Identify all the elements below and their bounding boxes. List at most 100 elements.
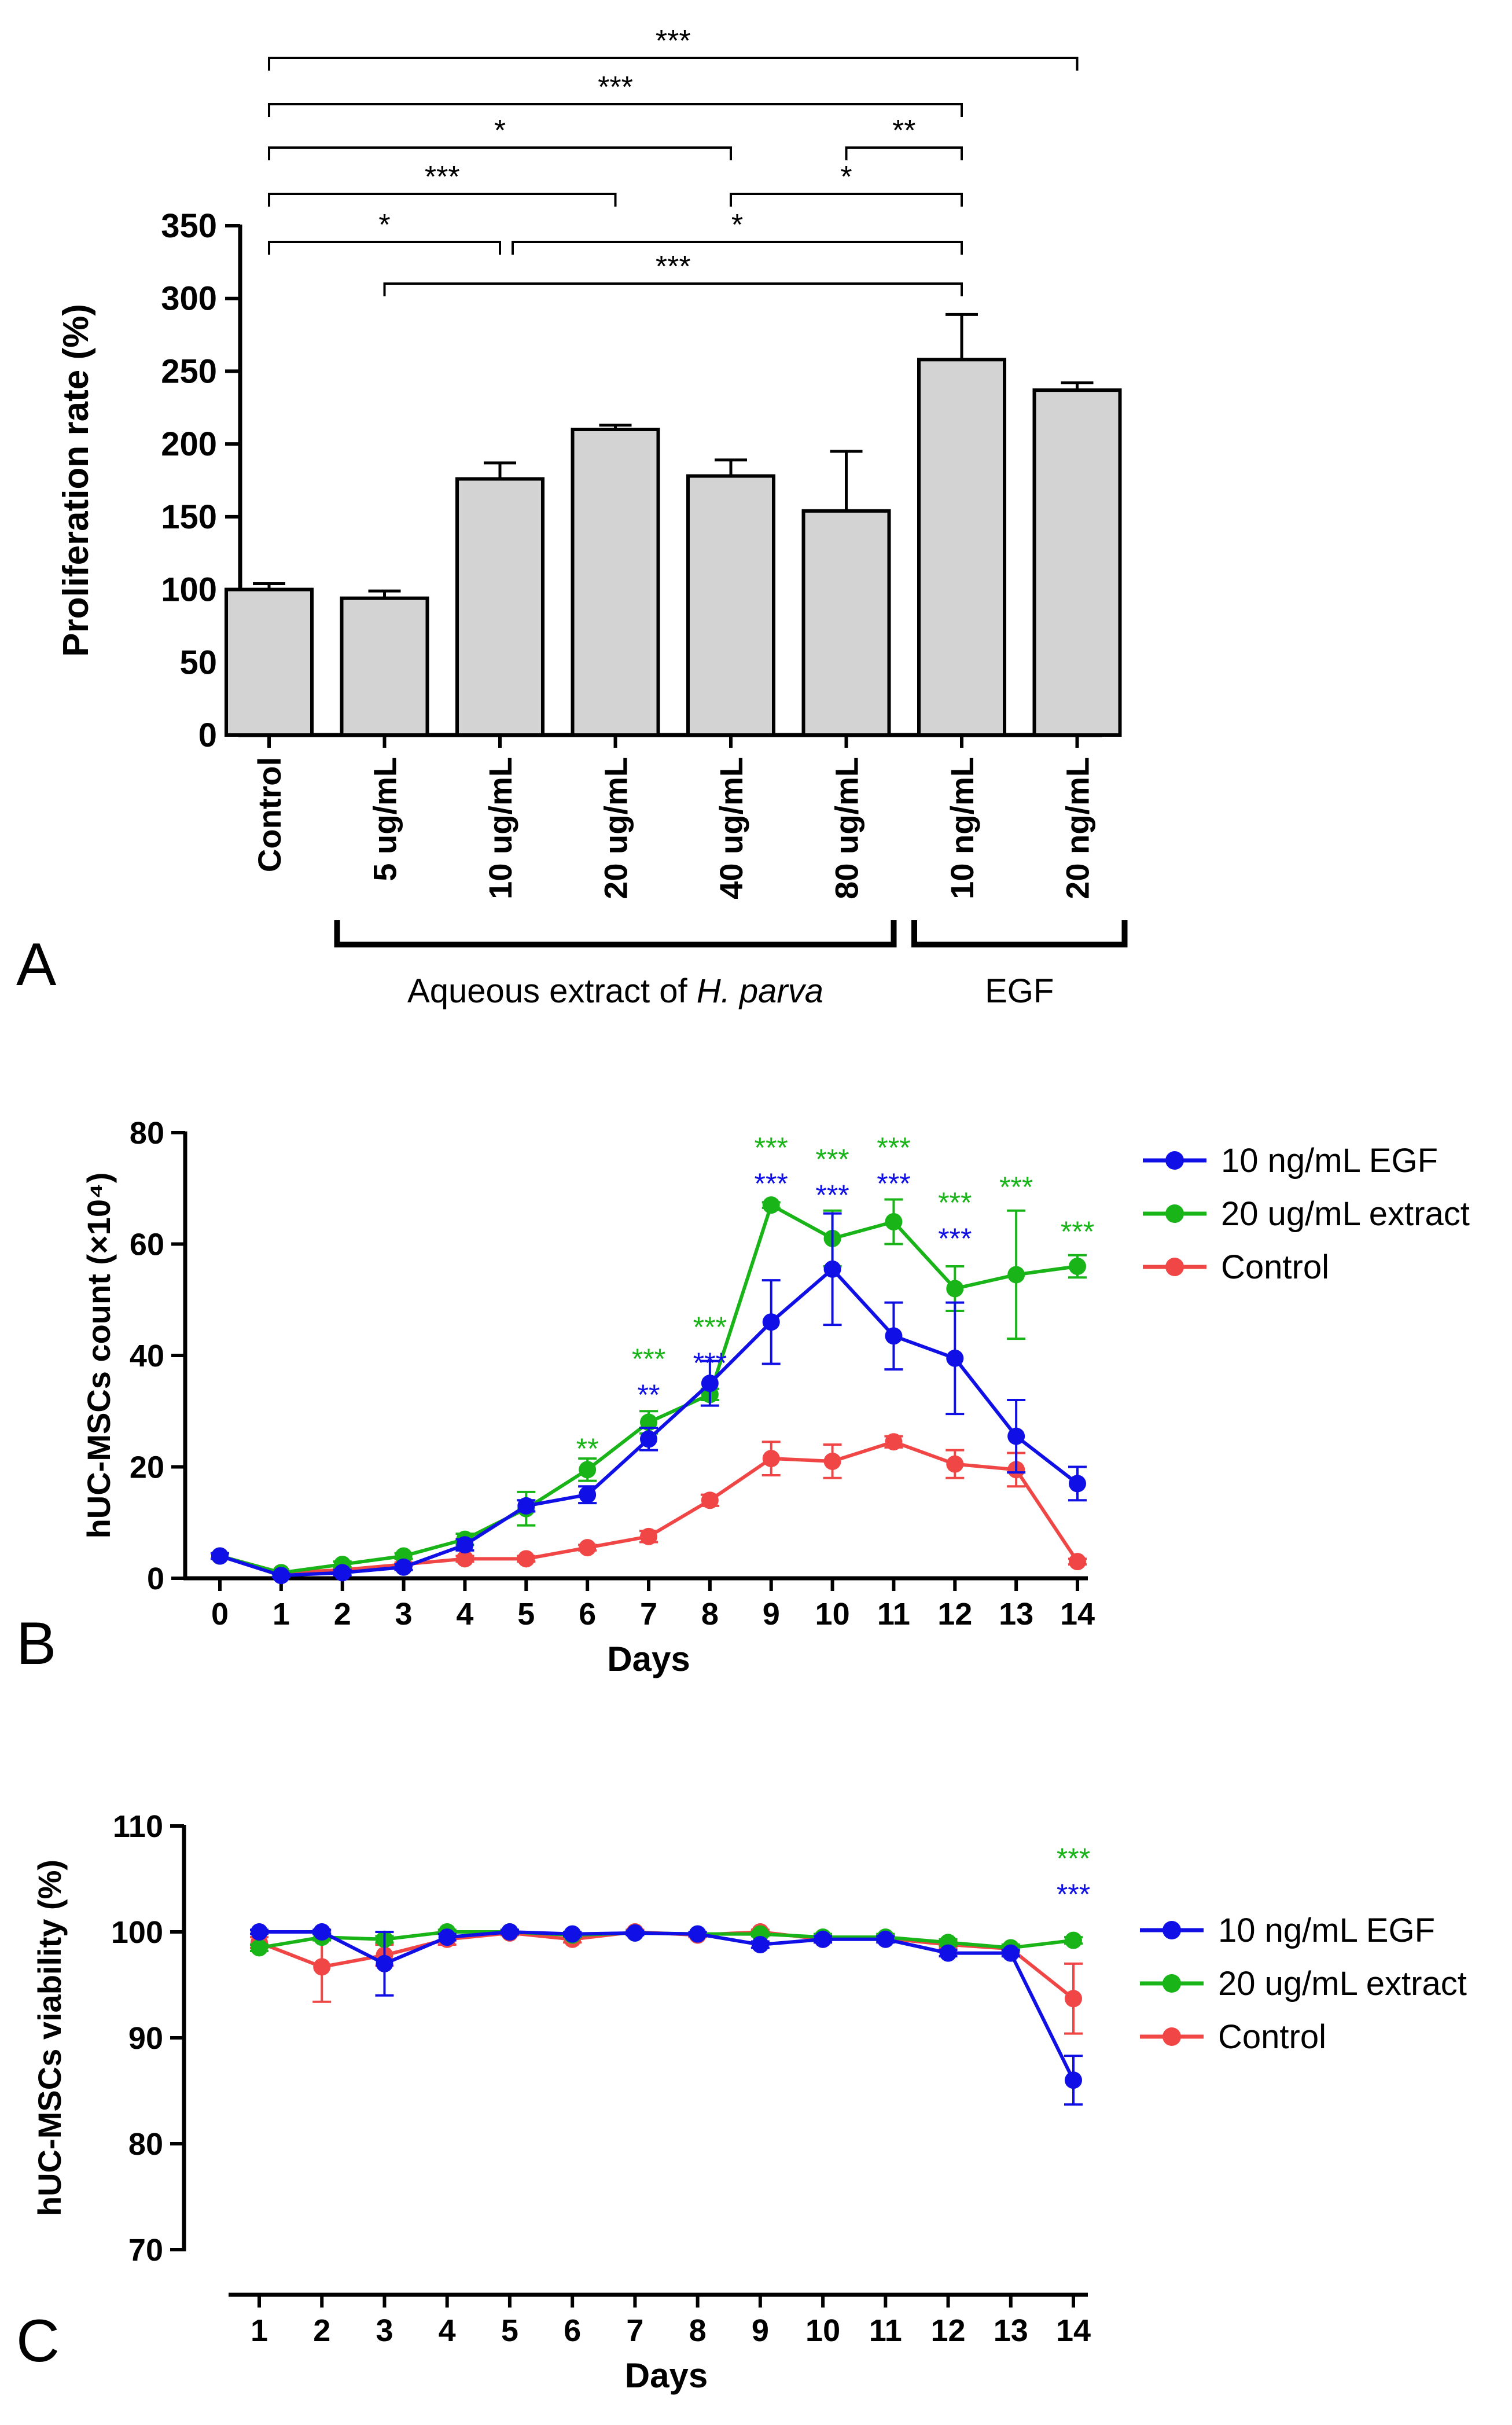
legend-label: Control (1221, 1248, 1329, 1286)
data-point (762, 1196, 780, 1214)
data-point (1069, 1475, 1086, 1493)
x-tick-label: 4 (456, 1597, 473, 1632)
data-point (885, 1213, 903, 1230)
y-tick-label: 200 (161, 425, 217, 463)
x-tick-label: 13 (994, 2313, 1028, 2348)
data-point (333, 1564, 351, 1582)
y-axis-title: hUC-MSCs viability (%) (31, 1860, 68, 2216)
significance-stars: *** (938, 1222, 972, 1255)
x-axis-title: Days (607, 1640, 690, 1678)
bar (455, 477, 545, 737)
x-tick-label: 3 (395, 1597, 413, 1632)
data-point (823, 1452, 841, 1470)
y-tick-label: 250 (161, 352, 217, 390)
data-point (946, 1349, 964, 1367)
data-point (823, 1260, 841, 1278)
significance-bracket (268, 57, 1079, 71)
significance-stars: *** (1057, 1878, 1090, 1910)
data-point (701, 1491, 719, 1509)
bar (225, 587, 314, 737)
bar (571, 428, 660, 737)
data-point (517, 1497, 535, 1515)
y-tick-label: 0 (147, 1561, 164, 1596)
x-tick-label: 9 (763, 1597, 780, 1632)
x-tick-label: 10 (805, 2313, 840, 2348)
x-tick-label: 8 (701, 1597, 719, 1632)
data-point (814, 1930, 832, 1948)
data-point (946, 1280, 964, 1298)
x-category-label: 20 ug/mL (598, 757, 634, 899)
x-axis-title: Days (625, 2356, 708, 2395)
data-point (1007, 1266, 1025, 1284)
y-tick-label: 110 (113, 1809, 163, 1844)
significance-stars: *** (755, 1131, 788, 1164)
data-point (272, 1567, 290, 1585)
legend-label: Control (1218, 2018, 1326, 2056)
data-point (211, 1547, 229, 1565)
significance-label: *** (656, 24, 691, 58)
y-tick-label: 80 (128, 2127, 163, 2162)
data-point (877, 1930, 895, 1948)
y-axis-title: hUC-MSCs count (×10⁴) (80, 1173, 117, 1539)
x-category-label: 10 ug/mL (482, 757, 518, 899)
significance-bracket (268, 241, 501, 255)
x-tick-label: 1 (273, 1597, 290, 1632)
x-tick-label: 7 (626, 2313, 643, 2348)
x-tick-label: 14 (1056, 2313, 1091, 2348)
significance-label: *** (425, 160, 460, 194)
data-point (438, 1928, 456, 1946)
x-tick-label: 4 (439, 2313, 456, 2348)
x-tick-label: 0 (211, 1597, 229, 1632)
panel-a-bar-chart: 0 50 100 150 200 250 300 350 Proliferation rate … (56, 24, 1128, 1010)
significance-label: * (378, 208, 390, 242)
data-point (1065, 1931, 1082, 1949)
group-label: EGF (985, 972, 1054, 1010)
significance-label: * (731, 208, 743, 242)
x-tick-label: 12 (930, 2313, 965, 2348)
data-point (251, 1923, 268, 1941)
panel-a-letter: A (16, 931, 57, 998)
legend-marker (1165, 1204, 1184, 1223)
y-tick-label: 100 (111, 1915, 163, 1950)
data-point (946, 1455, 964, 1473)
significance-stars: *** (877, 1167, 910, 1200)
data-point (517, 1550, 535, 1568)
x-tick-label: 1 (251, 2313, 268, 2348)
x-tick-label: 6 (579, 1597, 596, 1632)
y-tick-label: 20 (130, 1450, 164, 1485)
x-category-label: 20 ng/mL (1059, 757, 1096, 899)
x-tick-label: 11 (877, 1597, 910, 1632)
x-tick-label: 5 (501, 2313, 518, 2348)
panel-b-letter: B (16, 1610, 56, 1677)
x-tick-label: 14 (1060, 1597, 1095, 1632)
data-point (640, 1413, 657, 1431)
significance-bracket (845, 146, 963, 160)
legend-label: 10 ng/mL EGF (1221, 1142, 1438, 1180)
y-tick-label: 50 (179, 644, 217, 681)
y-tick-label: 60 (130, 1228, 164, 1262)
data-point (579, 1486, 597, 1504)
data-point (1065, 1990, 1082, 2008)
y-tick-label: 90 (128, 2021, 163, 2056)
legend-marker (1162, 1921, 1181, 1939)
group-label: Aqueous extract of H. parva (407, 972, 823, 1010)
legend-marker (1165, 1151, 1184, 1170)
legend-marker (1165, 1258, 1184, 1276)
data-point (564, 1925, 582, 1943)
y-tick-label: 100 (161, 571, 217, 609)
data-point (1069, 1553, 1086, 1571)
x-tick-label: 12 (937, 1597, 972, 1632)
significance-stars: *** (877, 1131, 910, 1164)
x-tick-label: 8 (689, 2313, 707, 2348)
x-tick-label: 6 (564, 2313, 581, 2348)
significance-bracket (268, 103, 963, 117)
x-tick-label: 13 (999, 1597, 1033, 1632)
bar (686, 474, 775, 737)
bar (917, 358, 1006, 737)
x-tick-label: 2 (334, 1597, 351, 1632)
significance-bracket (383, 282, 963, 296)
data-point (885, 1327, 903, 1345)
significance-stars: *** (938, 1186, 972, 1219)
x-tick-label: 11 (869, 2313, 902, 2348)
